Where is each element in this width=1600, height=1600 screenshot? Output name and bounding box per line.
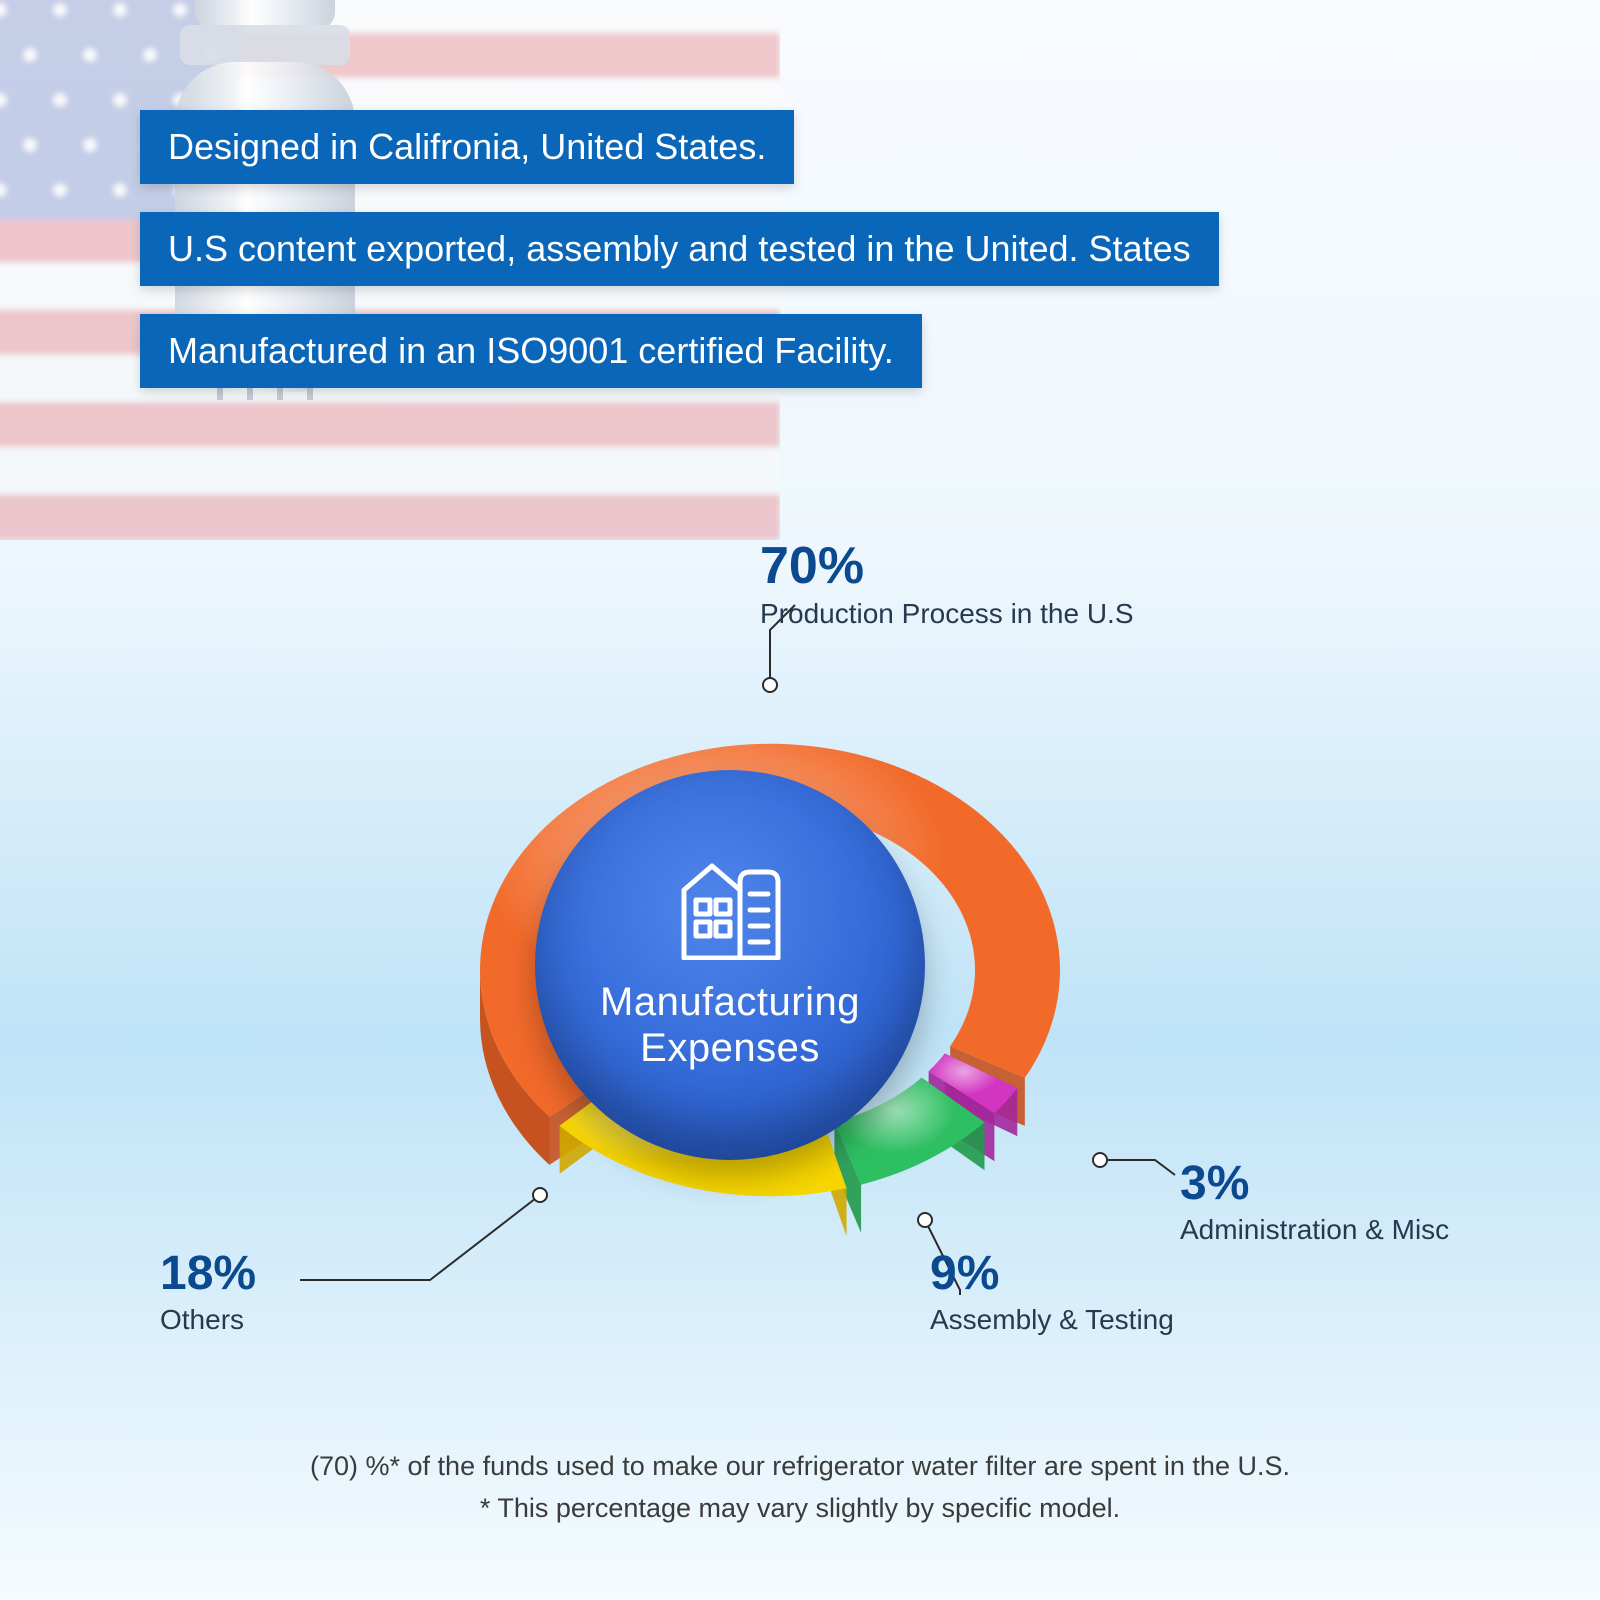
pct-production: 70% [760, 540, 1134, 592]
callout-production: 70% Production Process in the U.S [760, 540, 1134, 630]
desc-assembly: Assembly & Testing [930, 1304, 1174, 1336]
callout-assembly: 9% Assembly & Testing [930, 1250, 1174, 1336]
callout-others: 18% Others [160, 1250, 256, 1336]
desc-others: Others [160, 1304, 256, 1336]
banner-2: U.S content exported, assembly and teste… [140, 212, 1219, 286]
footnotes: (70) %* of the funds used to make our re… [0, 1446, 1600, 1530]
footnote-1: (70) %* of the funds used to make our re… [0, 1446, 1600, 1488]
donut-chart: ManufacturingExpenses 70% Production Pro… [0, 600, 1600, 1420]
banner-1: Designed in Califronia, United States. [140, 110, 794, 184]
pct-assembly: 9% [930, 1250, 1174, 1298]
chart-center: ManufacturingExpenses [535, 770, 925, 1160]
buildings-icon [670, 860, 790, 965]
desc-production: Production Process in the U.S [760, 598, 1134, 630]
banner-3: Manufactured in an ISO9001 certified Fac… [140, 314, 922, 388]
info-banners: Designed in Califronia, United States. U… [140, 110, 1219, 416]
chart-center-title: ManufacturingExpenses [600, 979, 860, 1071]
pct-admin: 3% [1180, 1160, 1449, 1208]
footnote-2: * This percentage may vary slightly by s… [0, 1488, 1600, 1530]
callout-admin: 3% Administration & Misc [1180, 1160, 1449, 1246]
desc-admin: Administration & Misc [1180, 1214, 1449, 1246]
pct-others: 18% [160, 1250, 256, 1298]
